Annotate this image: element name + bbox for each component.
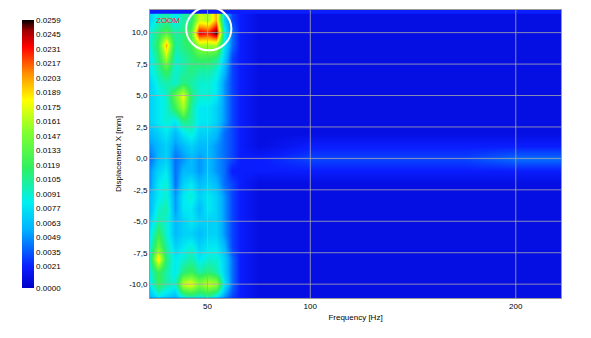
svg-text:0.0203: 0.0203 (36, 74, 61, 83)
svg-text:0.0231: 0.0231 (36, 45, 61, 54)
svg-text:Frequency [Hz]: Frequency [Hz] (328, 313, 382, 322)
svg-text:-7,5: -7,5 (134, 249, 148, 258)
svg-text:7,5: 7,5 (136, 60, 148, 69)
svg-text:0.0021: 0.0021 (36, 262, 61, 271)
svg-text:0.0063: 0.0063 (36, 219, 61, 228)
svg-text:100: 100 (304, 302, 318, 311)
svg-text:0.0217: 0.0217 (36, 59, 61, 68)
svg-text:-2,5: -2,5 (134, 186, 148, 195)
svg-text:0.0049: 0.0049 (36, 233, 61, 242)
svg-text:0.0091: 0.0091 (36, 190, 61, 199)
svg-text:0.0161: 0.0161 (36, 117, 61, 126)
svg-text:0.0147: 0.0147 (36, 132, 61, 141)
svg-text:ZOOM: ZOOM (156, 16, 180, 25)
svg-text:0.0259: 0.0259 (36, 16, 61, 25)
svg-text:50: 50 (203, 302, 212, 311)
svg-text:0.0000: 0.0000 (36, 284, 61, 293)
svg-text:10,0: 10,0 (132, 28, 148, 37)
svg-text:0.0119: 0.0119 (36, 161, 60, 170)
svg-text:2,5: 2,5 (136, 123, 148, 132)
svg-text:0.0035: 0.0035 (36, 248, 61, 257)
svg-text:-5,0: -5,0 (134, 217, 148, 226)
svg-text:0.0189: 0.0189 (36, 88, 61, 97)
svg-text:200: 200 (509, 302, 523, 311)
svg-text:0.0105: 0.0105 (36, 175, 61, 184)
svg-text:-10,0: -10,0 (129, 280, 148, 289)
svg-text:0,0: 0,0 (136, 154, 148, 163)
svg-text:0.0175: 0.0175 (36, 103, 61, 112)
svg-text:0.0245: 0.0245 (36, 30, 61, 39)
svg-text:Displacement X [mm]: Displacement X [mm] (114, 116, 123, 192)
svg-text:5,0: 5,0 (136, 91, 148, 100)
svg-text:0.0077: 0.0077 (36, 204, 61, 213)
svg-text:0.0133: 0.0133 (36, 146, 61, 155)
